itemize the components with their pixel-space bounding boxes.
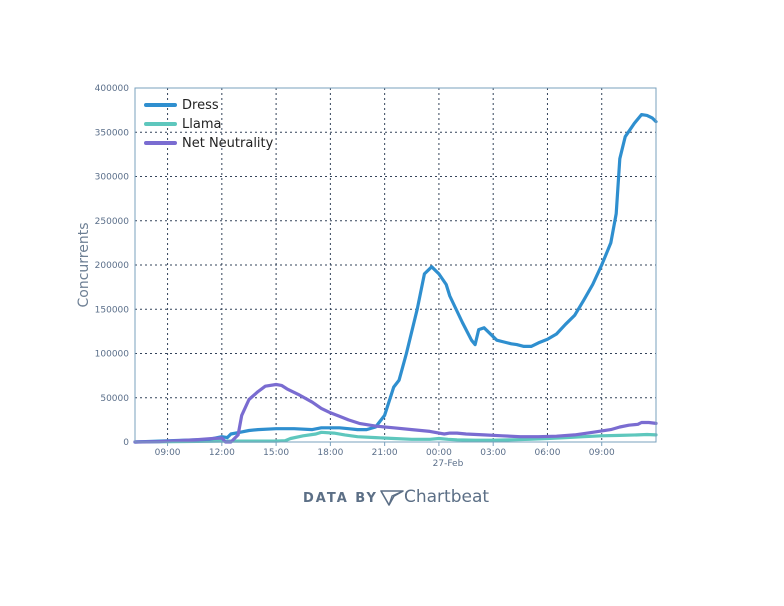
legend-label: Llama [182, 117, 221, 132]
x-tick-label: 00:00 [426, 448, 452, 458]
series-lines [133, 113, 658, 444]
x-axis-ticks: 09:00 12:00 15:00 18:00 21:00 00:00 03:00 06:00… [155, 442, 615, 458]
legend-label: Net Neutrality [182, 136, 274, 151]
legend: Dress Llama Net Neutrality [144, 98, 274, 151]
x-axis-date-label: 27-Feb [433, 459, 464, 469]
y-axis-label: Concurrents [76, 222, 92, 307]
x-tick-label: 21:00 [372, 448, 398, 458]
x-tick-label: 12:00 [209, 448, 235, 458]
y-tick-label: 0 [123, 438, 129, 448]
series-line-dress [133, 113, 658, 444]
y-tick-label: 300000 [95, 173, 130, 183]
x-tick-label: 03:00 [480, 448, 506, 458]
credit-brand: Chartbeat [404, 487, 490, 507]
y-tick-label: 100000 [95, 350, 130, 360]
y-tick-label: 200000 [95, 261, 130, 271]
x-tick-label: 06:00 [534, 448, 560, 458]
y-tick-label: 250000 [95, 217, 130, 227]
series-line-llama [133, 430, 658, 444]
x-tick-label: 15:00 [263, 448, 289, 458]
y-axis-ticks: 0 50000 100000 150000 200000 250000 300000 3500… [95, 84, 130, 448]
chartbeat-logo-icon [380, 490, 404, 506]
credit-prefix: DATA BY [303, 491, 378, 506]
y-tick-label: 150000 [95, 305, 130, 315]
x-tick-label: 09:00 [155, 448, 181, 458]
x-tick-label: 09:00 [589, 448, 615, 458]
x-tick-label: 18:00 [317, 448, 343, 458]
data-credit: DATA BY Chartbeat [0, 487, 784, 511]
y-tick-label: 50000 [100, 394, 129, 404]
y-tick-label: 400000 [95, 84, 130, 94]
legend-label: Dress [182, 98, 219, 113]
plot-frame [134, 87, 657, 443]
y-tick-label: 350000 [95, 128, 130, 138]
series-line-net-neutrality [133, 382, 658, 444]
